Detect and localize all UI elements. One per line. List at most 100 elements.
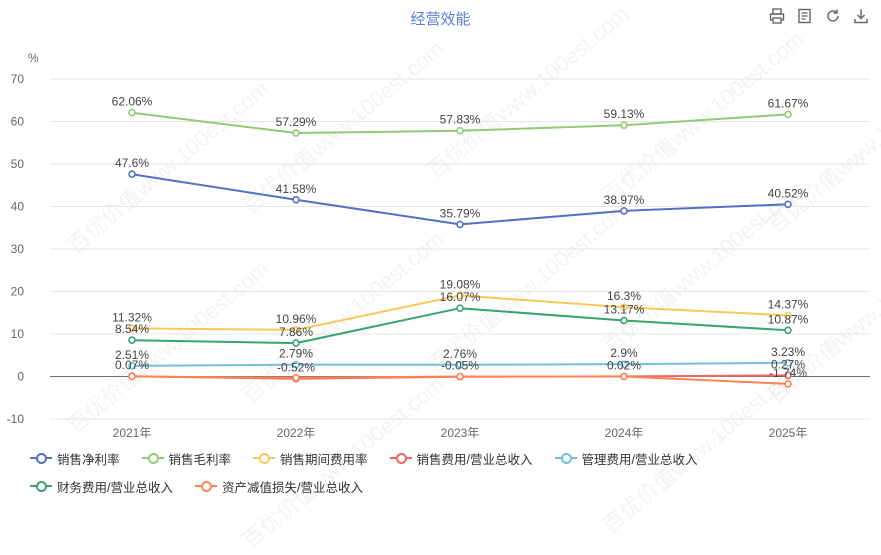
data-label: 0.07% [115, 358, 149, 372]
y-tick-label: 60 [11, 115, 25, 129]
data-point[interactable] [620, 360, 628, 368]
data-point[interactable] [784, 358, 792, 367]
data-label: 14.37% [768, 297, 809, 311]
data-point[interactable] [456, 126, 464, 135]
data-point[interactable] [620, 303, 628, 312]
y-tick-label: 50 [11, 157, 25, 171]
legend-item[interactable]: 销售毛利率 [141, 448, 232, 468]
y-tick-label: 40 [11, 200, 25, 214]
legend-item[interactable]: 销售费用/营业总收入 [389, 448, 533, 468]
legend-label: 资产减值损失/营业总收入 [221, 480, 363, 495]
data-label: 2.79% [279, 347, 313, 361]
refresh-icon[interactable] [823, 6, 843, 26]
line-chart: % -10 0 10 20 30 40 50 60 70 2021年 2022年 2023年 2024年 2… [7, 51, 870, 440]
data-label: 10.87% [768, 312, 809, 326]
data-view-icon[interactable] [795, 6, 815, 26]
legend-marker-icon [389, 451, 412, 465]
legend-item[interactable]: 资产减值损失/营业总收入 [194, 476, 363, 496]
legend-label: 销售净利率 [57, 452, 120, 467]
data-point[interactable] [784, 110, 792, 119]
data-point[interactable] [784, 371, 792, 380]
data-point[interactable] [456, 372, 464, 381]
data-point[interactable] [292, 195, 300, 204]
data-point[interactable] [620, 316, 628, 325]
legend-label: 销售毛利率 [168, 452, 232, 467]
data-point[interactable] [784, 200, 792, 209]
data-point[interactable] [784, 326, 792, 335]
legend-marker-icon [30, 479, 52, 493]
data-point[interactable] [128, 336, 136, 345]
data-label: 40.52% [768, 186, 809, 200]
print-icon[interactable] [767, 6, 787, 26]
data-label: 59.13% [604, 107, 645, 121]
data-label: 3.23% [771, 345, 805, 359]
data-label: 0.02% [607, 358, 641, 372]
data-label: 10.96% [276, 312, 317, 326]
data-label: 62.06% [112, 95, 153, 109]
legend-marker-icon [554, 451, 577, 465]
data-point[interactable] [456, 304, 464, 313]
data-point[interactable] [620, 372, 628, 381]
data-label: 57.83% [440, 113, 481, 127]
data-point[interactable] [620, 121, 628, 129]
data-point[interactable] [292, 339, 300, 347]
data-point[interactable] [292, 129, 300, 137]
legend-label: 销售费用/营业总收入 [416, 452, 533, 467]
x-tick-label: 2025年 [769, 426, 808, 440]
data-point[interactable] [620, 207, 628, 215]
data-point[interactable] [128, 170, 136, 178]
data-point[interactable] [128, 108, 136, 117]
data-label: 47.6% [115, 156, 149, 170]
x-tick-label: 2022年 [277, 426, 316, 440]
y-tick-label: 30 [11, 242, 25, 256]
data-label: 8.54% [115, 322, 149, 336]
chart-toolbar [767, 6, 871, 26]
data-point[interactable] [456, 360, 464, 369]
legend-marker-icon [141, 451, 164, 465]
data-label: -0.05% [441, 359, 479, 373]
legend-item[interactable]: 财务费用/营业总收入 [30, 476, 173, 496]
legend-marker-icon [30, 451, 52, 465]
legend-item[interactable]: 销售期间费用率 [253, 448, 368, 468]
chart-legend: 销售净利率 销售毛利率 销售期间费用率 销售费用/营业总收入 管理费用/营业总收入财务费… [30, 448, 870, 496]
data-point[interactable] [292, 373, 300, 382]
legend-item[interactable]: 销售净利率 [30, 448, 120, 468]
data-point[interactable] [784, 311, 792, 320]
data-label: 2.9% [610, 346, 638, 360]
data-point[interactable] [128, 324, 136, 333]
data-label: 41.58% [276, 182, 317, 196]
y-tick-label: 70 [11, 72, 25, 86]
y-axis-unit-label: % [28, 51, 39, 65]
data-label: 16.07% [440, 290, 481, 304]
data-label: -0.52% [277, 361, 315, 375]
series-line-5 [131, 307, 789, 345]
data-label: 2.51% [115, 348, 149, 362]
data-label: 38.97% [604, 193, 645, 207]
y-tick-label: 20 [11, 285, 25, 299]
legend-label: 财务费用/营业总收入 [57, 480, 173, 495]
data-point[interactable] [456, 220, 464, 229]
data-label: 0.27% [771, 357, 805, 371]
data-point[interactable] [784, 380, 792, 388]
legend-label: 管理费用/营业总收入 [581, 452, 698, 467]
x-tick-label: 2023年 [441, 426, 480, 440]
data-label: 2.76% [443, 347, 477, 361]
data-point[interactable] [456, 291, 464, 300]
chart-title: 经营效能 [410, 11, 471, 28]
x-tick-label: 2024年 [605, 426, 644, 440]
data-point[interactable] [292, 360, 300, 369]
data-label: 57.29% [276, 115, 317, 129]
data-point[interactable] [128, 362, 136, 370]
data-point[interactable] [128, 372, 136, 381]
y-tick-label: 10 [11, 327, 25, 341]
data-label: 19.08% [440, 277, 481, 291]
data-label: 35.79% [440, 206, 481, 220]
data-label: -1.74% [769, 366, 807, 380]
legend-item[interactable]: 管理费用/营业总收入 [554, 448, 698, 468]
y-tick-label: -10 [7, 412, 25, 426]
legend-marker-icon [253, 451, 276, 465]
x-tick-label: 2021年 [113, 426, 152, 440]
data-label: 13.17% [604, 303, 645, 317]
download-icon[interactable] [851, 6, 871, 26]
data-point[interactable] [292, 326, 300, 334]
